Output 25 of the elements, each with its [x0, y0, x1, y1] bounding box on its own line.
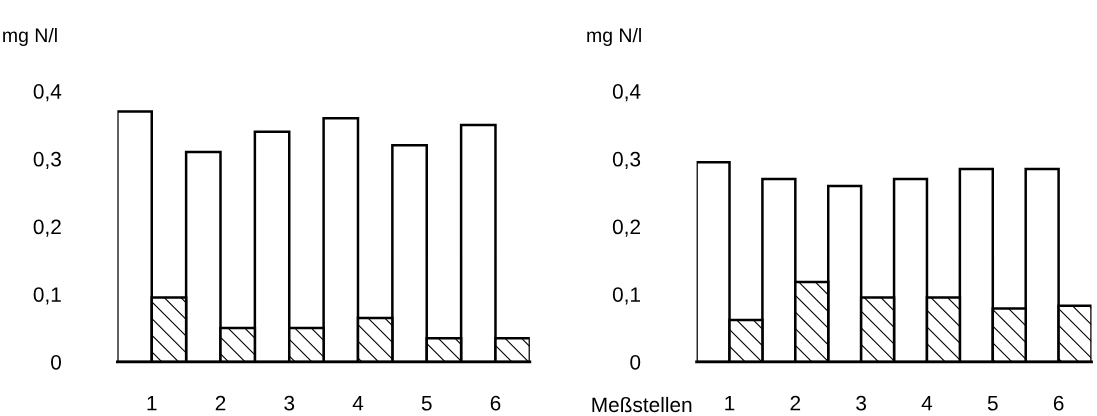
x-tick-label: 2	[215, 395, 226, 411]
x-tick-label: 3	[856, 395, 867, 411]
y-tick-label: 0,2	[612, 219, 640, 237]
y-axis-title: mg N/l	[3, 27, 57, 46]
y-tick-label: 0,2	[33, 219, 61, 237]
x-tick-label: 4	[921, 396, 933, 411]
y-tick-label: 0,3	[612, 151, 641, 170]
x-tick-label: 1	[725, 396, 735, 411]
y-tick-label: 0,1	[612, 287, 641, 305]
y-tick-label: 0,3	[33, 151, 61, 170]
x-tick-label: 1	[147, 396, 157, 411]
x-tick-label: 4	[352, 396, 364, 411]
x-tick-label: 5	[987, 396, 998, 411]
x-tick-label: 6	[1053, 395, 1064, 411]
x-tick-label: 5	[421, 396, 432, 411]
x-axis-title: Meßstellen	[592, 396, 692, 413]
x-tick-label: 3	[284, 395, 295, 411]
x-tick-label: 2	[790, 395, 801, 411]
y-tick-label: 0	[51, 354, 62, 370]
y-tick-label: 0,4	[33, 84, 62, 102]
x-tick-label: 6	[490, 395, 501, 411]
y-axis-title: mg N/l	[587, 27, 641, 46]
y-tick-label: 0	[630, 354, 641, 370]
y-tick-label: 0,1	[33, 287, 61, 305]
y-tick-label: 0,4	[612, 84, 641, 102]
